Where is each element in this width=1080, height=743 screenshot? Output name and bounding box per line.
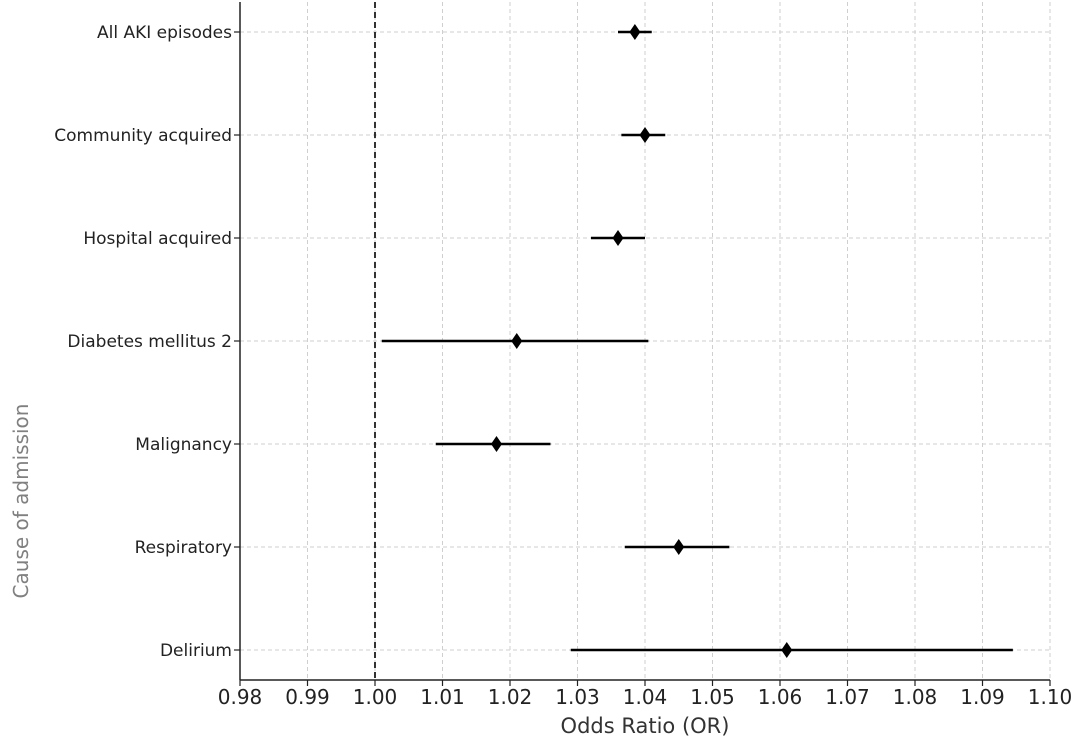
x-tick-label: 1.02 [488, 685, 533, 709]
or-point [629, 24, 641, 40]
or-point [639, 127, 651, 143]
axes [234, 2, 1051, 686]
y-axis-title: Cause of admission [9, 404, 33, 599]
or-point [673, 539, 685, 555]
category-label: Community acquired [54, 126, 232, 146]
data-marks [381, 24, 1013, 658]
or-point [781, 642, 793, 658]
x-tick-label: 1.04 [623, 685, 668, 709]
x-tick-label: 0.99 [285, 685, 330, 709]
x-tick-label: 1.03 [555, 685, 600, 709]
x-tick-label: 1.06 [758, 685, 803, 709]
category-label: Respiratory [135, 538, 232, 558]
category-label: Diabetes mellitus 2 [67, 332, 232, 352]
or-point [511, 333, 523, 349]
category-label: All AKI episodes [97, 23, 232, 43]
category-label: Malignancy [135, 435, 232, 455]
x-tick-label: 1.10 [1028, 685, 1073, 709]
x-tick-label: 0.98 [218, 685, 263, 709]
x-tick-label: 1.05 [690, 685, 735, 709]
or-point [612, 230, 624, 246]
x-tick-label: 1.01 [420, 685, 465, 709]
x-tick-label: 1.09 [960, 685, 1005, 709]
category-label: Delirium [160, 641, 232, 661]
x-tick-label: 1.07 [825, 685, 870, 709]
or-point [491, 436, 502, 452]
x-tick-label: 1.08 [893, 685, 938, 709]
x-tick-label: 1.00 [353, 685, 398, 709]
labels: 0.98 0.99 1.00 1.01 1.02 1.03 1.04 1.05 1.06 1.07… [54, 23, 1072, 709]
category-label: Hospital acquired [83, 229, 232, 249]
x-axis-title: Odds Ratio (OR) [561, 714, 730, 738]
